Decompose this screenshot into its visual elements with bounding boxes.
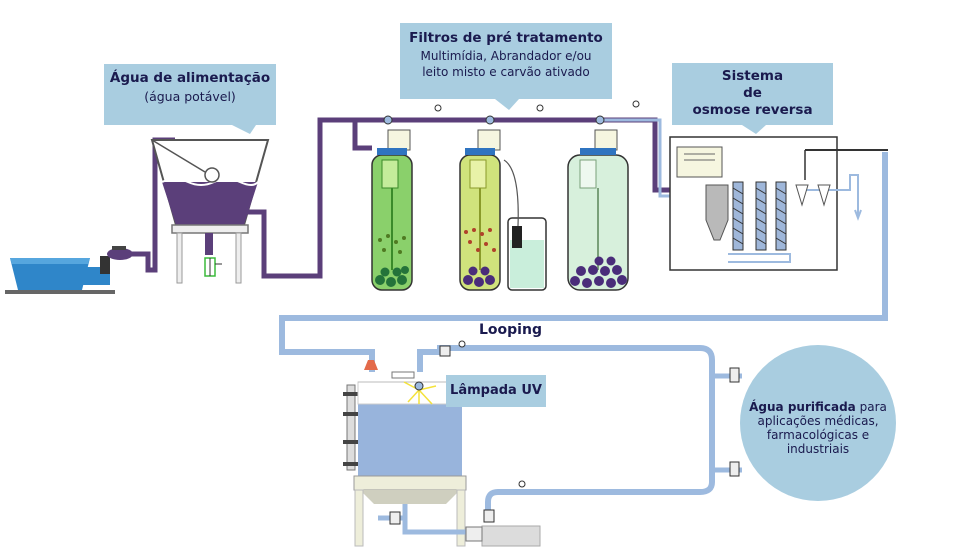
loop-pump [465,509,541,547]
tank-outlet-pipe [378,504,470,535]
purified-water-line1: Água purificada para [740,400,896,414]
purified-water-line4: industriais [786,442,850,456]
feed-water-subtitle: (água potável) [144,89,236,104]
callout-pointer-alimentacao [232,125,256,134]
brine-tank [503,159,547,291]
multimedia-filter [371,129,413,291]
pretreatment-title: Filtros de pré tratamento [409,30,603,46]
callout-pointer-filtros [495,99,519,110]
pretreatment-desc-1: Multimídia, Abrandador e/ou [420,49,592,63]
purified-water-text: Água purificada para aplicações médicas,… [740,400,896,456]
ro-title-line3: osmose reversa [692,102,813,118]
ro-unit [669,136,888,271]
pretreatment-desc-2: leito misto e carvão ativado [422,65,590,79]
ro-title-line2: de [743,85,762,101]
purified-water-circle [740,345,896,501]
carbon-filter [567,129,629,291]
loop-valves [389,340,740,525]
feed-hopper [150,139,270,284]
softener-filter [459,129,501,291]
looping-pipe [417,345,715,520]
uv-lamp-callout: Lâmpada UV [446,375,546,407]
feed-water-title: Água de alimentação [109,70,271,86]
purified-water-bold: Água purificada [749,400,856,414]
feed-water-callout: Água de alimentação (água potável) [104,64,276,125]
storage-tank [343,360,467,547]
purified-water-para: para [859,400,887,414]
feed-water-basin [5,258,115,294]
uv-lamp-glow [403,381,437,405]
feed-pipe-to-filters [240,117,372,279]
ro-title-line1: Sistema [721,68,784,84]
ro-membranes [732,181,787,251]
pressure-gauges [383,100,640,125]
callout-pointer-osmose [742,125,766,134]
ro-callout: Sistema de osmose reversa [672,63,833,125]
looping-label: Looping [479,322,542,338]
pretreatment-callout: Filtros de pré tratamento Multimídia, Ab… [400,23,612,99]
feed-pump [80,246,133,285]
ro-outlet-pipe [279,152,888,372]
purified-water-line2: aplicações médicas, [757,414,879,428]
purified-water-line3: farmacológicas e [766,428,870,442]
